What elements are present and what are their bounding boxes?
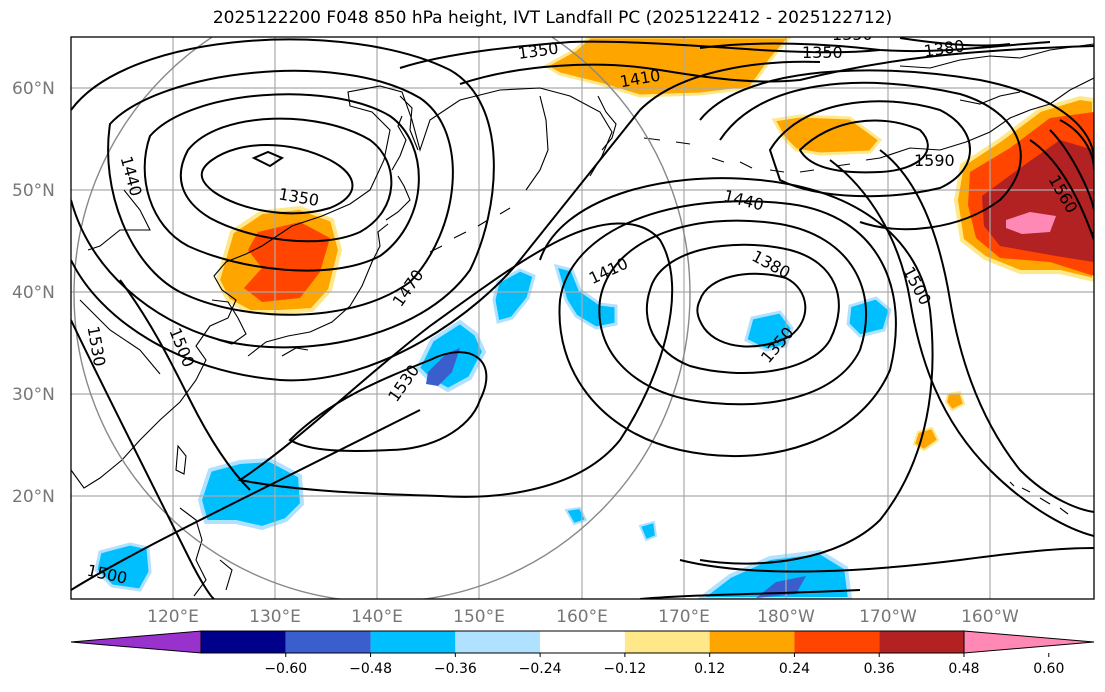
colorbar: −0.60 −0.48 −0.36 −0.24 −0.12 0.12 0.24 0.36 0.4… [70,630,1095,677]
colorbar-tick-label: 0.12 [694,661,725,677]
latitude-labels: 60°N 50°N 40°N 30°N 20°N [12,79,55,507]
colorbar-tick-label: 0.36 [864,661,895,677]
colorbar-segment [624,631,710,653]
lon-label: 170°E [658,607,710,627]
longitude-labels: 120°E 130°E 140°E 150°E 160°E 170°E 180°… [147,607,1019,627]
lon-label: 140°E [351,607,403,627]
colorbar-segment [709,631,795,653]
colorbar-segment [540,631,625,653]
lat-label: 20°N [12,487,55,507]
colorbar-tick-label: −0.48 [349,661,392,677]
lon-label: 170°W [859,607,917,627]
colorbar-tick-label: 0.48 [948,661,979,677]
colorbar-frame [200,630,965,654]
lon-label: 120°E [147,607,199,627]
height-contours [71,37,1094,599]
lat-label: 30°N [12,385,55,405]
contour-label: 1380 [923,36,966,60]
lon-label: 130°E [249,607,301,627]
lat-label: 50°N [12,181,55,201]
lon-label: 160°W [961,607,1019,627]
lon-label: 150°E [453,607,505,627]
colorbar-tick-label: −0.12 [603,661,646,677]
contour-label: 1350 [832,25,873,44]
lat-label: 60°N [12,79,55,99]
colorbar-tick-label: −0.36 [434,661,477,677]
shading-layer [94,37,1094,599]
colorbar-segment [455,631,541,653]
colorbar-segment [285,631,371,653]
colorbar-tick-label: −0.24 [519,661,562,677]
map-title: 2025122200 F048 850 hPa height, IVT Land… [212,8,893,28]
colorbar-extend-max [963,630,1095,654]
colorbar-extend-min [70,630,202,654]
lon-label: 180°W [757,607,815,627]
colorbar-segment [879,631,964,653]
contour-label: 1590 [914,151,955,170]
colorbar-segment [794,631,880,653]
colorbar-tick-label: −0.60 [264,661,307,677]
colorbar-tick-label: 0.24 [779,661,810,677]
lat-label: 40°N [12,283,55,303]
lon-label: 160°E [556,607,608,627]
map-frame [70,36,1095,600]
colorbar-tick-label: 0.60 [1033,661,1064,677]
map-area: 1350 1350 1350 1380 1410 1440 1350 1470 … [71,25,1094,599]
colorbar-segment [201,631,286,653]
coastlines [71,43,1094,597]
colorbar-segment [370,631,456,653]
region-circle [73,37,691,599]
contour-label: 1350 [802,43,843,62]
